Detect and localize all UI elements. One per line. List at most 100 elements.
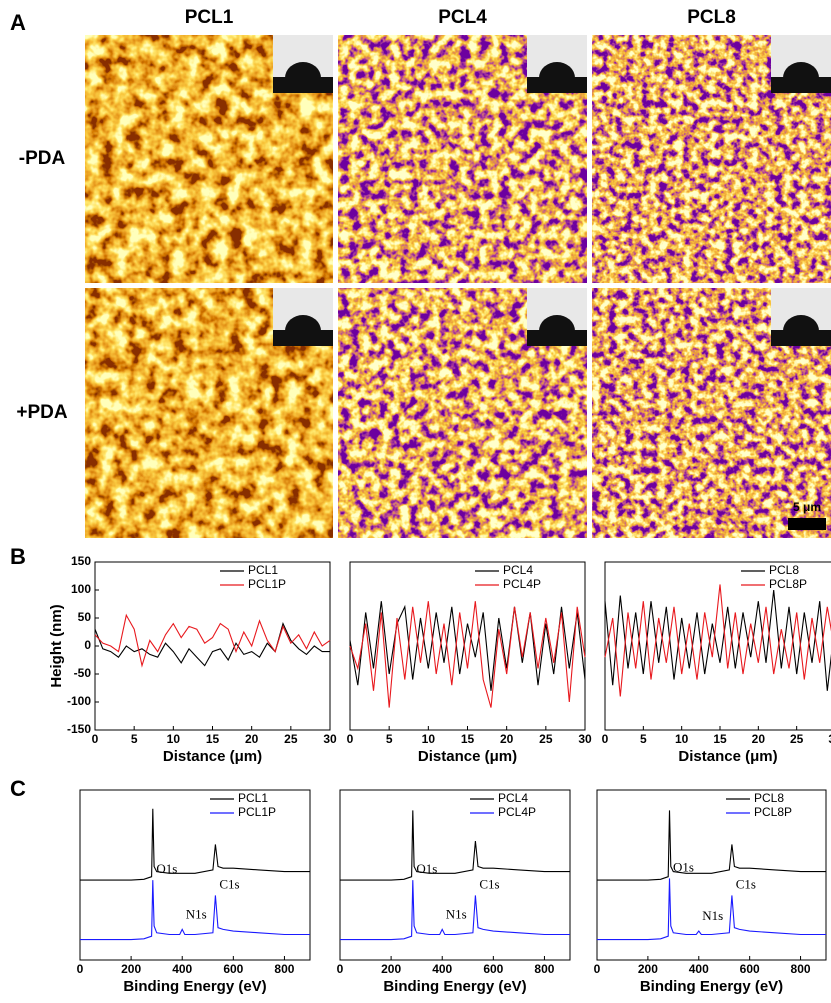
x-tick-label: 30 [578,732,592,746]
x-tick-label: 400 [432,962,452,976]
x-tick-label: 20 [752,732,766,746]
x-tick-label: 10 [422,732,436,746]
scale-bar-label: 5 μm [793,500,821,514]
series-line [94,613,331,668]
x-tick-label: 0 [594,962,601,976]
x-tick-label: 600 [223,962,243,976]
x-tick-label: 800 [791,962,811,976]
x-tick-label: 30 [828,732,831,746]
legend-label: PCL8P [769,577,807,591]
plot-frame [94,561,331,731]
inset-substrate [771,77,831,93]
inset-substrate [273,77,333,93]
legend-label: PCL4 [503,563,533,577]
legend-label: PCL1 [248,563,278,577]
plot-frame [339,789,571,961]
x-tick-label: 0 [602,732,609,746]
x-tick-label: 15 [713,732,727,746]
x-tick-label: 0 [77,962,84,976]
peak-annotation: O1s [673,859,694,874]
series-line [80,808,310,881]
series-line [94,622,330,667]
x-tick-label: 30 [323,732,337,746]
x-tick-label: 10 [167,732,181,746]
peak-annotation: C1s [736,876,756,891]
x-tick-label: 400 [689,962,709,976]
y-tick-label: -100 [67,694,91,708]
panel-label: C [10,776,26,801]
droplet [539,62,575,78]
legend-label: PCL1P [238,805,276,819]
x-tick-label: 5 [386,732,393,746]
plot-frame [596,789,827,961]
legend-label: PCL1P [248,577,286,591]
panel-label: B [10,544,26,569]
x-axis-label: Binding Energy (eV) [123,978,266,995]
x-tick-label: 0 [347,732,354,746]
x-tick-label: 800 [274,962,294,976]
x-tick-label: 200 [381,962,401,976]
inset-substrate [527,77,587,93]
series-line [349,601,586,708]
series-line [340,810,570,881]
legend-label: PCL4P [503,577,541,591]
legend-label: PCL8 [769,563,799,577]
series-line [597,878,826,941]
series-line [597,810,826,881]
series-line [340,880,570,941]
y-tick-label: -150 [67,722,91,736]
x-tick-label: 800 [534,962,554,976]
y-tick-label: 0 [84,638,91,652]
inset-substrate [527,330,587,346]
x-tick-label: 15 [206,732,220,746]
droplet [783,315,819,331]
x-tick-label: 10 [675,732,689,746]
series-line [349,601,586,691]
x-tick-label: 0 [337,962,344,976]
peak-annotation: C1s [479,876,499,891]
x-axis-label: Distance (μm) [163,748,262,765]
droplet [285,62,321,78]
series-line [604,589,831,691]
scale-bar [788,518,826,530]
x-tick-label: 20 [245,732,259,746]
y-tick-label: -50 [74,666,92,680]
inset-substrate [273,330,333,346]
column-header: PCL8 [687,7,736,28]
y-tick-label: 150 [71,554,91,568]
plot-frame [79,789,311,961]
peak-annotation: N1s [446,906,467,921]
x-tick-label: 5 [640,732,647,746]
x-tick-label: 25 [539,732,553,746]
series-line [80,880,310,941]
legend-label: PCL8 [754,791,784,805]
peak-annotation: N1s [186,906,207,921]
x-tick-label: 200 [638,962,658,976]
x-tick-label: 600 [483,962,503,976]
legend-label: PCL4 [498,791,528,805]
y-axis-label: Height (nm) [48,604,65,687]
column-header: PCL4 [438,7,487,28]
x-axis-label: Distance (μm) [678,748,777,765]
inset-substrate [771,330,831,346]
x-tick-label: 200 [121,962,141,976]
droplet [783,62,819,78]
column-header: PCL1 [185,7,234,28]
y-tick-label: 50 [78,610,92,624]
droplet [285,315,321,331]
peak-annotation: O1s [416,861,437,876]
x-tick-label: 0 [92,732,99,746]
x-axis-label: Binding Energy (eV) [383,978,526,995]
row-label: -PDA [19,148,66,169]
x-tick-label: 25 [790,732,804,746]
y-tick-label: 100 [71,582,91,596]
legend-label: PCL8P [754,805,792,819]
legend-label: PCL1 [238,791,268,805]
legend-label: PCL4P [498,805,536,819]
peak-annotation: C1s [219,876,239,891]
panel-label: A [10,10,26,35]
x-tick-label: 25 [284,732,298,746]
x-axis-label: Distance (μm) [418,748,517,765]
